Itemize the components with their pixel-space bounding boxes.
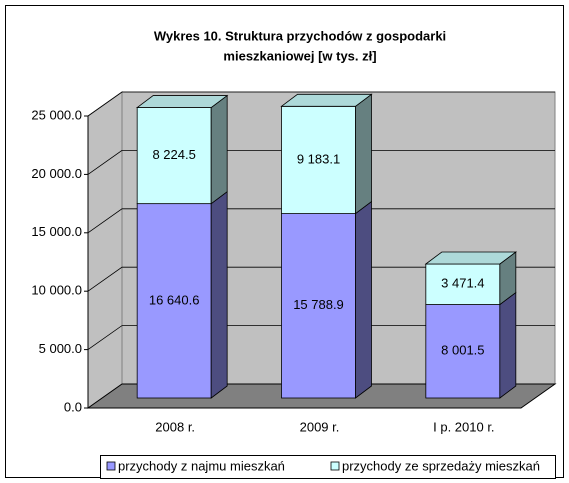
bar-top [280,93,373,107]
value-label: 8 001.5 [441,343,484,358]
legend-swatch [106,461,116,471]
grid-line [87,208,555,234]
bar-side [355,93,372,215]
bar-top [424,251,518,265]
chart-title: Wykres 10. Struktura przychodów z gospod… [154,28,446,43]
y-tick-label: 25 000.0 [31,107,82,122]
grid-line [87,325,555,350]
x-tick-label: 2009 r. [300,419,340,434]
y-tick-label: 10 000.0 [31,283,82,298]
y-tick-label: 5 000.0 [39,341,82,356]
bar-side [355,200,372,399]
bar-side [210,190,228,399]
bar [136,203,212,399]
value-label: 9 183.1 [297,151,340,166]
y-tick-label: 0.0 [64,399,82,414]
value-label: 3 471.4 [441,276,484,291]
bar-side [210,94,228,205]
legend-swatch [330,461,340,471]
bar-side [499,291,517,399]
bar [281,213,356,399]
legend-label: przychody ze sprzedaży mieszkań [342,458,540,473]
y-tick-label: 20 000.0 [31,166,82,181]
grid-line [87,149,555,175]
bar [425,263,501,305]
x-tick-label: 2008 r. [155,419,195,434]
chart-title: mieszkaniowej [w tys. zł] [223,48,376,63]
x-tick-label: I p. 2010 r. [433,419,494,434]
value-label: 15 788.9 [293,297,344,312]
grid-line [87,91,555,117]
legend [100,455,556,479]
value-label: 16 640.6 [149,292,200,307]
bar [425,304,501,399]
bar-top [135,95,229,108]
side-wall [87,91,123,409]
bar [281,105,356,214]
y-tick-label: 15 000.0 [31,224,82,239]
legend-label: przychody z najmu mieszkań [118,458,285,473]
value-label: 8 224.5 [152,147,195,162]
grid-line [87,266,555,292]
